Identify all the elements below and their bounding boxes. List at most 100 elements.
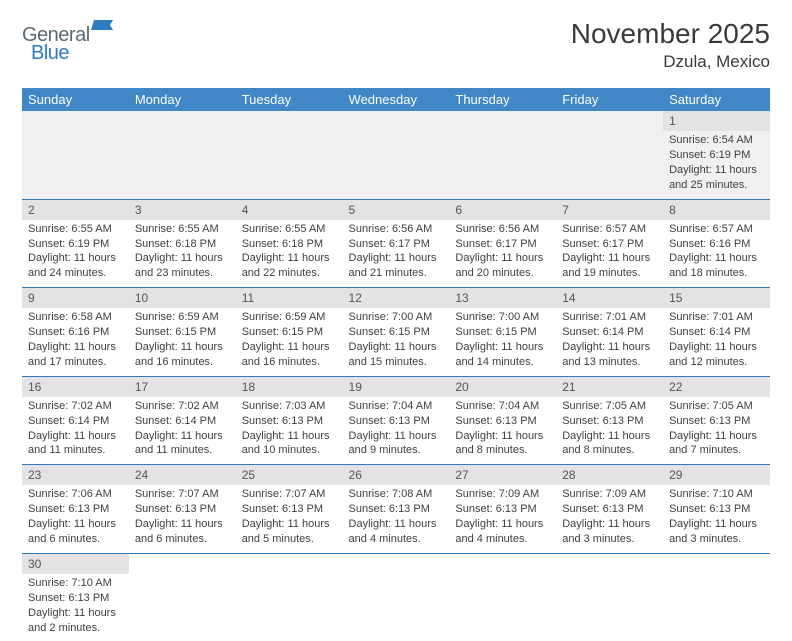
day-number: 20 <box>449 377 556 397</box>
calendar-day-cell: 14Sunrise: 7:01 AMSunset: 6:14 PMDayligh… <box>556 288 663 377</box>
sunrise-text: Sunrise: 7:04 AM <box>455 399 550 414</box>
daylight-text: Daylight: 11 hours and 11 minutes. <box>135 429 230 459</box>
calendar-day-cell: 2Sunrise: 6:55 AMSunset: 6:19 PMDaylight… <box>22 199 129 288</box>
sunrise-text: Sunrise: 6:55 AM <box>242 222 337 237</box>
sunrise-text: Sunrise: 7:09 AM <box>562 487 657 502</box>
day-number: 7 <box>556 200 663 220</box>
daylight-text: Daylight: 11 hours and 17 minutes. <box>28 340 123 370</box>
calendar-empty-cell <box>236 553 343 641</box>
calendar-week-row: 2Sunrise: 6:55 AMSunset: 6:19 PMDaylight… <box>22 199 770 288</box>
weekday-header: Monday <box>129 88 236 111</box>
calendar-day-cell: 12Sunrise: 7:00 AMSunset: 6:15 PMDayligh… <box>343 288 450 377</box>
calendar-day-cell: 3Sunrise: 6:55 AMSunset: 6:18 PMDaylight… <box>129 199 236 288</box>
sunrise-text: Sunrise: 7:05 AM <box>562 399 657 414</box>
sunset-text: Sunset: 6:13 PM <box>455 414 550 429</box>
sunset-text: Sunset: 6:18 PM <box>242 237 337 252</box>
sunset-text: Sunset: 6:17 PM <box>349 237 444 252</box>
calendar-day-cell: 28Sunrise: 7:09 AMSunset: 6:13 PMDayligh… <box>556 465 663 554</box>
day-number: 21 <box>556 377 663 397</box>
calendar-week-row: 23Sunrise: 7:06 AMSunset: 6:13 PMDayligh… <box>22 465 770 554</box>
calendar-day-cell: 13Sunrise: 7:00 AMSunset: 6:15 PMDayligh… <box>449 288 556 377</box>
weekday-header: Thursday <box>449 88 556 111</box>
sunrise-text: Sunrise: 7:00 AM <box>455 310 550 325</box>
sunrise-text: Sunrise: 6:59 AM <box>242 310 337 325</box>
sunrise-text: Sunrise: 7:04 AM <box>349 399 444 414</box>
sunrise-text: Sunrise: 7:03 AM <box>242 399 337 414</box>
calendar-day-cell: 29 Sunrise: 7:10 AMSunset: 6:13 PMDayligh… <box>663 465 770 554</box>
calendar-empty-cell <box>22 111 129 199</box>
calendar-day-cell: 18Sunrise: 7:03 AMSunset: 6:13 PMDayligh… <box>236 376 343 465</box>
sunset-text: Sunset: 6:13 PM <box>28 502 123 517</box>
day-number: 16 <box>22 377 129 397</box>
sunrise-text: Sunrise: 7:07 AM <box>135 487 230 502</box>
sunset-text: Sunset: 6:17 PM <box>562 237 657 252</box>
calendar-day-cell: 22Sunrise: 7:05 AMSunset: 6:13 PMDayligh… <box>663 376 770 465</box>
daylight-text: Daylight: 11 hours and 14 minutes. <box>455 340 550 370</box>
weekday-header: Wednesday <box>343 88 450 111</box>
day-number: 5 <box>343 200 450 220</box>
daylight-text: Daylight: 11 hours and 5 minutes. <box>242 517 337 547</box>
calendar-empty-cell <box>449 553 556 641</box>
sunrise-text: Sunrise: 7:08 AM <box>349 487 444 502</box>
calendar-week-row: 30Sunrise: 7:10 AMSunset: 6:13 PMDayligh… <box>22 553 770 641</box>
day-number: 27 <box>449 465 556 485</box>
sunset-text: Sunset: 6:15 PM <box>455 325 550 340</box>
sunset-text: Sunset: 6:15 PM <box>242 325 337 340</box>
sunset-text: Sunset: 6:14 PM <box>135 414 230 429</box>
day-number: 1 <box>663 111 770 131</box>
daylight-text: Daylight: 11 hours and 10 minutes. <box>242 429 337 459</box>
calendar-empty-cell <box>556 111 663 199</box>
calendar-empty-cell <box>343 553 450 641</box>
weekday-header: Saturday <box>663 88 770 111</box>
calendar-empty-cell <box>129 553 236 641</box>
day-number: 25 <box>236 465 343 485</box>
daylight-text: Daylight: 11 hours and 24 minutes. <box>28 251 123 281</box>
day-number: 28 <box>556 465 663 485</box>
logo-flag-icon <box>91 18 113 37</box>
sunset-text: Sunset: 6:19 PM <box>669 148 764 163</box>
weekday-header: Tuesday <box>236 88 343 111</box>
calendar-empty-cell <box>449 111 556 199</box>
day-number: 26 <box>343 465 450 485</box>
sunset-text: Sunset: 6:13 PM <box>242 502 337 517</box>
daylight-text: Daylight: 11 hours and 9 minutes. <box>349 429 444 459</box>
day-number: 30 <box>22 554 129 574</box>
sunset-text: Sunset: 6:13 PM <box>669 502 764 517</box>
day-number: 9 <box>22 288 129 308</box>
sunrise-text: Sunrise: 6:55 AM <box>28 222 123 237</box>
sunrise-text: Sunrise: 6:56 AM <box>455 222 550 237</box>
sunrise-text: Sunrise: 6:56 AM <box>349 222 444 237</box>
daylight-text: Daylight: 11 hours and 12 minutes. <box>669 340 764 370</box>
daylight-text: Daylight: 11 hours and 21 minutes. <box>349 251 444 281</box>
day-number: 8 <box>663 200 770 220</box>
sunrise-text: Sunrise: 7:02 AM <box>135 399 230 414</box>
sunset-text: Sunset: 6:14 PM <box>669 325 764 340</box>
sunrise-text: Sunrise: 7:02 AM <box>28 399 123 414</box>
sunrise-text: Sunrise: 7:00 AM <box>349 310 444 325</box>
daylight-text: Daylight: 11 hours and 18 minutes. <box>669 251 764 281</box>
sunset-text: Sunset: 6:19 PM <box>28 237 123 252</box>
header: General November 2025 Dzula, Mexico <box>22 18 770 72</box>
weekday-header: Friday <box>556 88 663 111</box>
sunrise-text: Sunrise: 7:01 AM <box>562 310 657 325</box>
day-number: 3 <box>129 200 236 220</box>
sunrise-text: Sunrise: 7:10 AM <box>669 487 764 502</box>
daylight-text: Daylight: 11 hours and 3 minutes. <box>669 517 764 547</box>
calendar-empty-cell <box>236 111 343 199</box>
daylight-text: Daylight: 11 hours and 4 minutes. <box>455 517 550 547</box>
calendar-day-cell: 17Sunrise: 7:02 AMSunset: 6:14 PMDayligh… <box>129 376 236 465</box>
daylight-text: Daylight: 11 hours and 4 minutes. <box>349 517 444 547</box>
sunset-text: Sunset: 6:13 PM <box>28 591 123 606</box>
sunset-text: Sunset: 6:13 PM <box>242 414 337 429</box>
sunrise-text: Sunrise: 7:05 AM <box>669 399 764 414</box>
day-number: 14 <box>556 288 663 308</box>
weekday-header: Sunday <box>22 88 129 111</box>
day-number: 29 <box>663 465 770 485</box>
calendar-day-cell: 6Sunrise: 6:56 AMSunset: 6:17 PMDaylight… <box>449 199 556 288</box>
calendar-day-cell: 21Sunrise: 7:05 AMSunset: 6:13 PMDayligh… <box>556 376 663 465</box>
sunrise-text: Sunrise: 6:54 AM <box>669 133 764 148</box>
day-number: 11 <box>236 288 343 308</box>
sunset-text: Sunset: 6:14 PM <box>28 414 123 429</box>
day-number: 15 <box>663 288 770 308</box>
sunset-text: Sunset: 6:13 PM <box>669 414 764 429</box>
